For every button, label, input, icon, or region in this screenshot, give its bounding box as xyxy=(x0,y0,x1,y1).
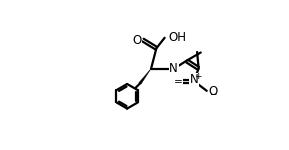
Text: +: + xyxy=(194,72,202,81)
Text: OH: OH xyxy=(168,30,186,44)
Text: O: O xyxy=(132,33,141,46)
Text: N: N xyxy=(190,73,198,86)
Text: O: O xyxy=(208,85,218,98)
Text: −: − xyxy=(209,90,217,99)
Text: =: = xyxy=(174,77,183,87)
Text: N: N xyxy=(169,62,178,75)
Polygon shape xyxy=(139,69,151,84)
